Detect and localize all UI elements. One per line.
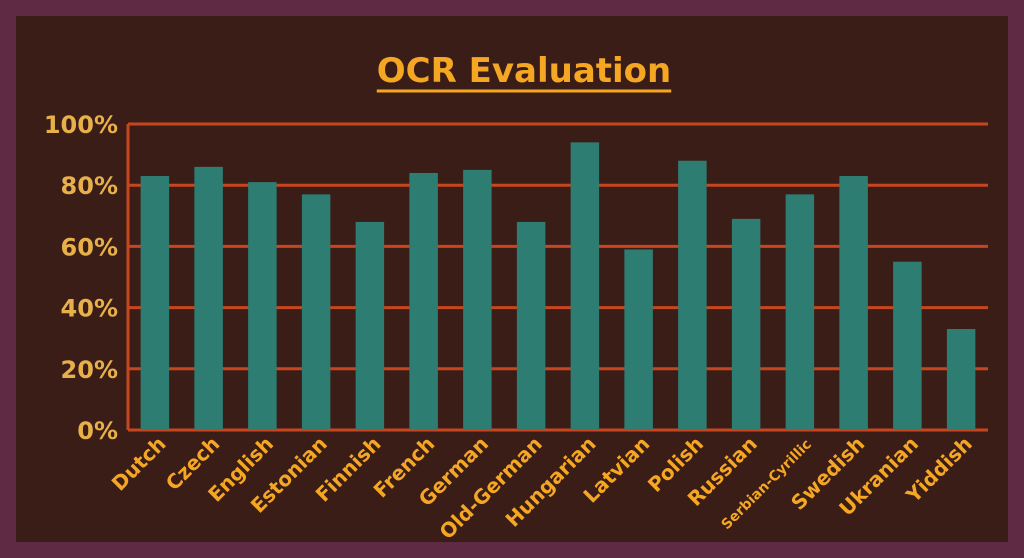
bar-polish bbox=[678, 160, 707, 430]
y-tick-label: 20% bbox=[61, 356, 118, 384]
bar-dutch bbox=[140, 176, 170, 430]
bar-old-german bbox=[516, 221, 546, 430]
y-tick-label: 60% bbox=[61, 233, 118, 261]
bar-yiddish bbox=[946, 329, 976, 430]
y-tick-label: 80% bbox=[61, 172, 118, 200]
chart-title: OCR Evaluation bbox=[377, 51, 671, 91]
bar-serbian-cyrillic bbox=[785, 194, 815, 430]
y-tick-label: 0% bbox=[77, 417, 118, 445]
bar-estonian bbox=[301, 194, 331, 430]
y-axis-ticks: 0% 20% 40% 60% 80% 100% bbox=[44, 111, 118, 445]
bar-czech bbox=[194, 166, 223, 430]
bar-russian bbox=[731, 218, 761, 430]
bar-ukranian bbox=[893, 261, 922, 430]
bar-hungarian bbox=[570, 142, 600, 431]
bar-finnish bbox=[355, 221, 385, 430]
bar-latvian bbox=[624, 249, 653, 430]
y-tick-label: 40% bbox=[61, 295, 118, 323]
x-axis-ticks: DutchCzechEnglishEstonianFinnishFrenchGe… bbox=[107, 432, 977, 544]
bar-swedish bbox=[839, 176, 868, 430]
y-tick-label: 100% bbox=[44, 111, 118, 139]
bar-french bbox=[409, 172, 438, 430]
bar-german bbox=[463, 169, 492, 430]
bars bbox=[140, 142, 976, 431]
bar-english bbox=[248, 182, 277, 430]
